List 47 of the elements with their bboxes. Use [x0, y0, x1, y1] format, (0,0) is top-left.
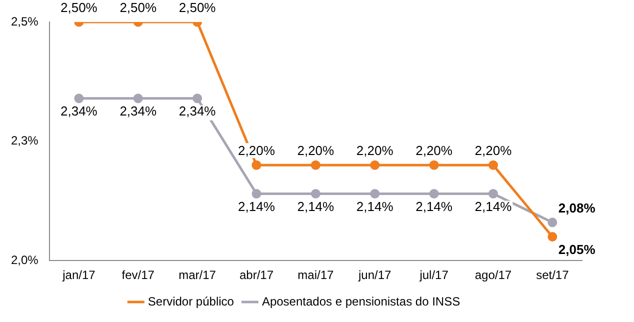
x-tick-label: abr/17	[239, 268, 274, 282]
data-label: 2,14%	[297, 198, 335, 214]
data-label: 2,20%	[356, 143, 394, 158]
data-label: 2,05%	[558, 242, 596, 257]
data-label: 2,14%	[238, 198, 276, 214]
data-label: 2,20%	[238, 143, 276, 158]
point	[74, 94, 84, 104]
point	[429, 189, 439, 199]
data-label: 2,34%	[60, 103, 98, 118]
x-tick-label: jun/17	[358, 268, 392, 282]
point	[310, 160, 320, 170]
data-label: 2,08%	[558, 200, 596, 216]
data-label: 2,50%	[120, 0, 157, 16]
data-label: 2,34%	[120, 103, 157, 118]
data-label: 2,20%	[416, 143, 453, 158]
x-tick-label: mar/17	[178, 268, 216, 282]
y-tick-label: 2,0%	[10, 252, 39, 267]
point	[548, 218, 558, 228]
y-tick-label: 2,3%	[10, 134, 39, 148]
y-tick-label: 2,5%	[10, 14, 39, 28]
point	[429, 160, 439, 170]
point	[488, 160, 498, 170]
x-tick-label: set/17	[536, 268, 570, 282]
legend-label: Servidor público	[148, 294, 234, 308]
x-tick-label: ago/17	[474, 268, 512, 282]
data-label: 2,14%	[474, 198, 512, 214]
data-label: 2,34%	[178, 103, 216, 118]
point	[548, 232, 558, 242]
x-tick-label: mai/17	[298, 268, 334, 282]
point	[133, 94, 143, 104]
data-label: 2,50%	[178, 0, 216, 16]
data-label: 2,20%	[297, 143, 335, 158]
legend-label: Aposentados e pensionistas do INSS	[262, 294, 460, 308]
data-label: 2,14%	[356, 198, 394, 214]
data-label: 2,20%	[474, 143, 512, 158]
point	[488, 189, 498, 199]
x-tick-label: fev/17	[122, 268, 155, 282]
point	[252, 189, 262, 199]
data-label: 2,50%	[60, 0, 98, 16]
point	[310, 189, 320, 199]
data-label: 2,14%	[416, 198, 453, 214]
point	[370, 189, 380, 199]
point	[192, 94, 202, 104]
point	[252, 160, 262, 170]
point	[370, 160, 380, 170]
x-tick-label: jan/17	[62, 268, 96, 282]
x-tick-label: jul/17	[418, 268, 449, 282]
